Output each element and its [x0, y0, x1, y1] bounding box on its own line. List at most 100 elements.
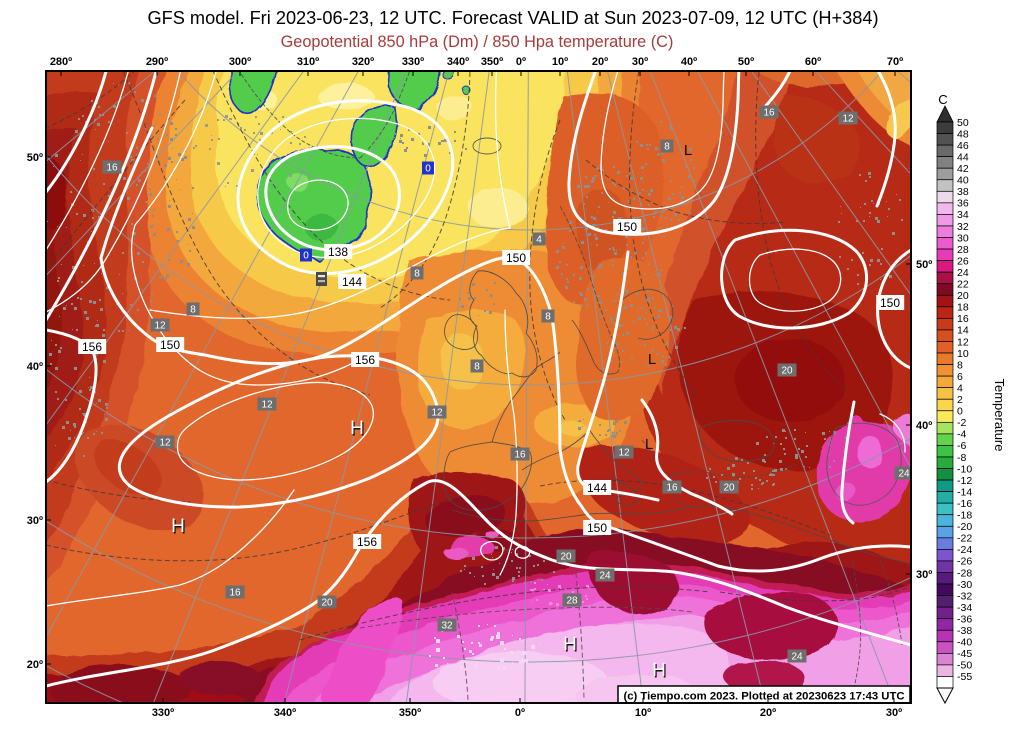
svg-text:-55: -55 [957, 671, 972, 683]
svg-text:24: 24 [791, 652, 803, 663]
svg-text:28: 28 [566, 596, 578, 607]
svg-text:50º: 50º [738, 56, 754, 68]
svg-text:144: 144 [587, 481, 607, 495]
svg-text:16: 16 [229, 588, 241, 599]
svg-text:-24: -24 [957, 544, 972, 556]
svg-text:12: 12 [154, 321, 166, 332]
svg-text:12: 12 [618, 448, 630, 459]
svg-text:20º: 20º [760, 707, 776, 719]
svg-text:20: 20 [723, 483, 735, 494]
svg-text:156: 156 [357, 535, 377, 549]
svg-text:40º: 40º [27, 361, 43, 373]
svg-text:150: 150 [160, 338, 180, 352]
svg-text:150: 150 [617, 220, 637, 234]
svg-text:20: 20 [321, 598, 333, 609]
svg-text:10º: 10º [552, 56, 568, 68]
svg-text:330º: 330º [402, 56, 424, 68]
svg-text:-2: -2 [957, 417, 966, 429]
svg-text:20: 20 [560, 552, 572, 563]
svg-text:16: 16 [763, 108, 775, 119]
svg-text:50º: 50º [27, 152, 43, 164]
svg-text:40º: 40º [916, 420, 932, 432]
svg-text:-38: -38 [957, 625, 972, 637]
svg-text:-32: -32 [957, 590, 972, 602]
svg-text:-36: -36 [957, 614, 972, 626]
svg-text:4: 4 [957, 383, 963, 395]
svg-text:20: 20 [957, 290, 969, 302]
svg-text:350º: 350º [481, 56, 503, 68]
svg-text:20º: 20º [27, 659, 43, 671]
svg-text:-28: -28 [957, 567, 972, 579]
svg-text:H: H [171, 516, 185, 537]
svg-text:44: 44 [957, 152, 969, 164]
svg-text:0: 0 [425, 164, 431, 175]
svg-text:32: 32 [441, 621, 453, 632]
svg-text:-22: -22 [957, 533, 972, 545]
svg-text:12: 12 [842, 114, 854, 125]
svg-text:40º: 40º [681, 56, 697, 68]
svg-text:2: 2 [957, 394, 963, 406]
svg-text:30º: 30º [27, 515, 43, 527]
svg-text:36: 36 [957, 198, 969, 210]
svg-text:Temperature: Temperature [992, 379, 1007, 452]
svg-text:0: 0 [957, 406, 963, 418]
svg-text:-10: -10 [957, 463, 972, 475]
svg-text:156: 156 [82, 340, 102, 354]
svg-text:20º: 20º [592, 56, 608, 68]
svg-text:144: 144 [342, 275, 362, 289]
svg-text:26: 26 [957, 255, 969, 267]
svg-text:30º: 30º [916, 569, 932, 581]
svg-text:8: 8 [474, 362, 480, 373]
svg-text:0º: 0º [515, 707, 525, 719]
svg-text:-50: -50 [957, 660, 972, 672]
svg-text:38: 38 [957, 186, 969, 198]
svg-text:L: L [645, 436, 653, 453]
svg-text:GFS model. Fri 2023-06-23, 12: GFS model. Fri 2023-06-23, 12 UTC. Forec… [147, 8, 878, 28]
svg-text:330º: 330º [152, 707, 174, 719]
svg-text:42: 42 [957, 163, 969, 175]
svg-text:40: 40 [957, 175, 969, 187]
svg-text:12: 12 [261, 400, 273, 411]
svg-text:-34: -34 [957, 602, 972, 614]
svg-text:H: H [351, 419, 365, 440]
svg-text:24: 24 [957, 267, 969, 279]
svg-text:-16: -16 [957, 498, 972, 510]
svg-text:20: 20 [781, 366, 793, 377]
svg-text:28: 28 [957, 244, 969, 256]
svg-text:-20: -20 [957, 521, 972, 533]
svg-text:300º: 300º [229, 56, 251, 68]
svg-text:6: 6 [957, 371, 963, 383]
svg-text:-6: -6 [957, 440, 966, 452]
svg-text:H: H [350, 418, 364, 439]
svg-text:18: 18 [957, 302, 969, 314]
svg-text:8: 8 [664, 142, 670, 153]
svg-text:4: 4 [536, 235, 542, 246]
svg-text:0º: 0º [516, 56, 526, 68]
svg-text:12: 12 [431, 408, 443, 419]
svg-text:48: 48 [957, 128, 969, 140]
svg-text:-14: -14 [957, 486, 972, 498]
svg-text:30: 30 [957, 232, 969, 244]
svg-text:(c) Tiempo.com 2023. Plotted a: (c) Tiempo.com 2023. Plotted at 20230623… [623, 691, 904, 703]
svg-text:-45: -45 [957, 648, 972, 660]
svg-text:70º: 70º [887, 56, 903, 68]
svg-text:150: 150 [880, 296, 900, 310]
svg-text:H: H [653, 661, 667, 682]
svg-text:-30: -30 [957, 579, 972, 591]
svg-text:16: 16 [514, 450, 526, 461]
svg-text:-4: -4 [957, 429, 966, 441]
svg-text:340º: 340º [274, 707, 296, 719]
svg-text:8: 8 [957, 359, 963, 371]
svg-text:290º: 290º [146, 56, 168, 68]
svg-text:16: 16 [957, 313, 969, 325]
svg-text:30º: 30º [886, 707, 902, 719]
svg-text:138: 138 [328, 245, 348, 259]
svg-text:34: 34 [957, 209, 969, 221]
svg-text:46: 46 [957, 140, 969, 152]
svg-text:150: 150 [587, 521, 607, 535]
svg-text:22: 22 [957, 279, 969, 291]
svg-text:8: 8 [545, 312, 551, 323]
svg-text:8: 8 [190, 305, 196, 316]
svg-text:50º: 50º [916, 259, 932, 271]
svg-text:H: H [563, 634, 577, 655]
